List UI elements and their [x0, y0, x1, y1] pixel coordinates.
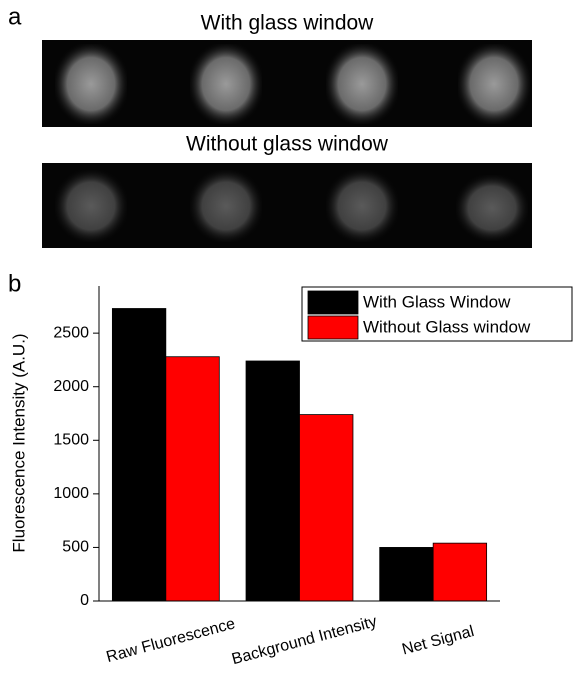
legend: With Glass Window Without Glass window [302, 287, 572, 341]
fluorescence-image-bottom [42, 163, 532, 248]
x-tick-label: Net Signal [400, 623, 476, 659]
legend-swatch [308, 291, 358, 314]
bar [300, 415, 353, 601]
figure: a With glass window Without glass window… [0, 0, 574, 693]
legend-swatch [308, 316, 358, 339]
panel-label: a [8, 3, 22, 30]
y-tick-label: 0 [80, 592, 89, 609]
image-title: With glass window [201, 12, 375, 35]
bar [433, 543, 486, 601]
y-tick-label: 2000 [53, 378, 89, 395]
x-tick-label: Background Intensity [230, 613, 379, 668]
y-tick-label: 1000 [53, 485, 89, 502]
legend-label: Without Glass window [363, 317, 531, 336]
bar [246, 361, 299, 601]
bar [112, 309, 165, 602]
fluorescence-image-top [42, 40, 532, 127]
y-tick-label: 2500 [53, 324, 89, 341]
page: {"panel_a": {"label": "a", "top_title": … [0, 0, 574, 693]
panel-label: b [8, 270, 21, 297]
bar [380, 547, 433, 601]
image-title: Without glass window [186, 133, 389, 156]
legend-label: With Glass Window [363, 292, 511, 311]
bar [166, 357, 219, 601]
y-tick-label: 500 [62, 539, 89, 556]
y-tick-label: 1500 [53, 432, 89, 449]
y-axis-label: Fluorescence Intensity (A.U.) [9, 333, 28, 552]
x-tick-label: Raw Fluorescence [105, 615, 237, 666]
